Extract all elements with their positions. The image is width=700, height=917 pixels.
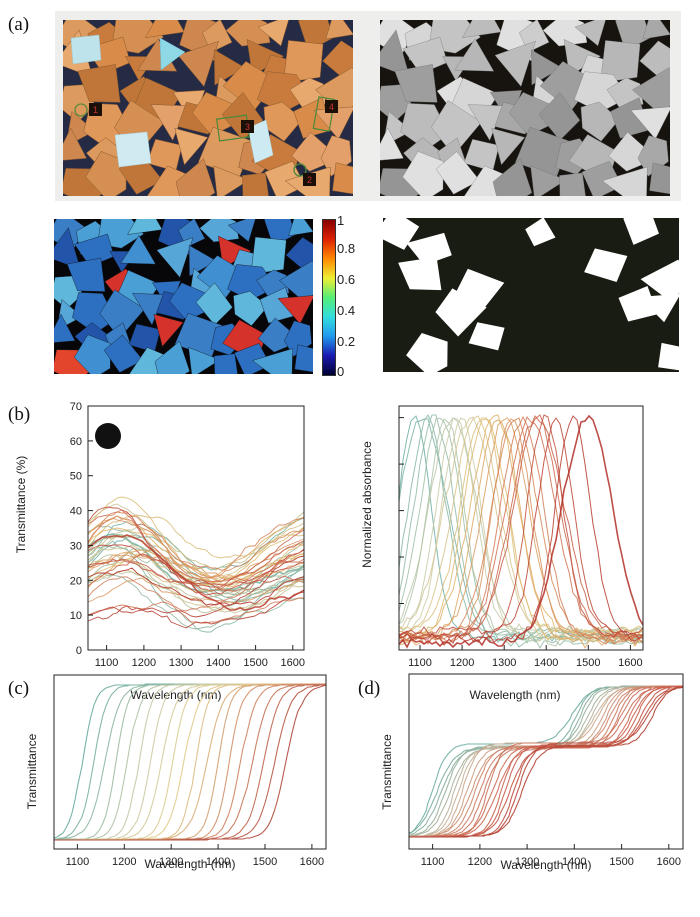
svg-text:30: 30 <box>70 540 82 552</box>
svg-text:0: 0 <box>76 645 82 657</box>
svg-text:1100: 1100 <box>408 657 432 669</box>
svg-text:60: 60 <box>70 436 82 448</box>
svg-text:20: 20 <box>70 575 82 587</box>
svg-text:1300: 1300 <box>492 657 516 669</box>
svg-text:1100: 1100 <box>95 657 119 669</box>
svg-text:1400: 1400 <box>534 657 558 669</box>
svg-text:1200: 1200 <box>450 657 474 669</box>
svg-text:1600: 1600 <box>281 657 305 669</box>
svg-text:1600: 1600 <box>618 657 642 669</box>
svg-text:1200: 1200 <box>132 657 156 669</box>
svg-text:1: 1 <box>93 105 98 115</box>
svg-text:1300: 1300 <box>169 657 193 669</box>
svg-text:10: 10 <box>70 610 82 622</box>
svg-text:4: 4 <box>329 102 334 112</box>
svg-text:40: 40 <box>70 506 82 518</box>
svg-text:1400: 1400 <box>206 657 230 669</box>
svg-text:70: 70 <box>70 401 82 413</box>
svg-text:1500: 1500 <box>576 657 600 669</box>
svg-text:1500: 1500 <box>243 657 267 669</box>
svg-text:3: 3 <box>245 122 250 132</box>
svg-text:50: 50 <box>70 471 82 483</box>
svg-text:2: 2 <box>307 175 312 185</box>
